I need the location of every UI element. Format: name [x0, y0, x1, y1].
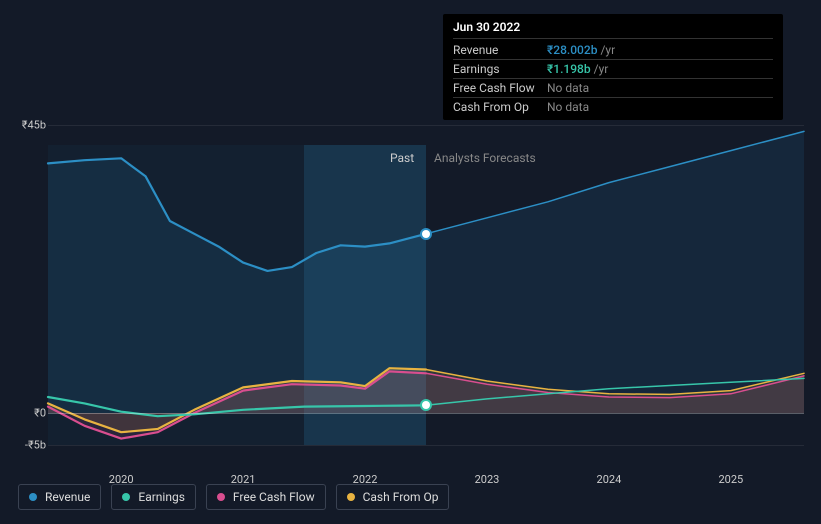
legend-label: Free Cash Flow — [233, 490, 315, 504]
tooltip-date: Jun 30 2022 — [453, 20, 773, 39]
legend-label: Revenue — [45, 490, 90, 504]
plot-area[interactable]: Past Analysts Forecasts 2020202120222023… — [48, 125, 804, 445]
x-tick-label: 2024 — [597, 473, 622, 486]
tooltip-row: Revenue₹28.002b/yr — [453, 41, 773, 60]
legend-swatch — [217, 493, 225, 501]
legend-item-cfo[interactable]: Cash From Op — [336, 484, 450, 510]
y-tick-label: ₹0 — [34, 407, 46, 420]
tooltip-row: Cash From OpNo data — [453, 98, 773, 116]
hover-marker — [422, 230, 430, 238]
y-tick-label: ₹45b — [22, 119, 46, 132]
legend-label: Earnings — [138, 490, 185, 504]
tooltip-row: Free Cash FlowNo data — [453, 79, 773, 98]
x-tick-label: 2025 — [718, 473, 743, 486]
x-tick-label: 2023 — [475, 473, 500, 486]
tooltip-row: Earnings₹1.198b/yr — [453, 60, 773, 79]
tooltip-nodata: No data — [547, 81, 589, 95]
y-axis: ₹45b₹0-₹5b — [18, 125, 48, 445]
legend: Revenue Earnings Free Cash Flow Cash From O… — [18, 484, 449, 510]
tooltip-nodata: No data — [547, 100, 589, 114]
y-tick-label: -₹5b — [25, 439, 46, 452]
chart-lines — [48, 125, 804, 445]
financial-chart: ₹45b₹0-₹5b Past Analysts Forecasts 20202… — [18, 125, 804, 445]
gridline — [48, 445, 804, 446]
tooltip-value: ₹28.002b — [547, 43, 597, 57]
tooltip-metric-label: Cash From Op — [453, 100, 547, 114]
legend-swatch — [122, 493, 130, 501]
tooltip-unit: /yr — [600, 43, 615, 57]
tooltip-metric-label: Earnings — [453, 62, 547, 76]
legend-swatch — [29, 493, 37, 501]
tooltip-metric-label: Free Cash Flow — [453, 81, 547, 95]
hover-tooltip: Jun 30 2022 Revenue₹28.002b/yrEarnings₹1… — [443, 14, 783, 120]
legend-label: Cash From Op — [363, 490, 439, 504]
legend-swatch — [347, 493, 355, 501]
legend-item-revenue[interactable]: Revenue — [18, 484, 101, 510]
gridline — [48, 125, 804, 126]
legend-item-earnings[interactable]: Earnings — [111, 484, 196, 510]
tooltip-unit: /yr — [594, 62, 609, 76]
gridline — [48, 413, 804, 414]
legend-item-fcf[interactable]: Free Cash Flow — [206, 484, 326, 510]
tooltip-value: ₹1.198b — [547, 62, 591, 76]
hover-marker — [422, 401, 430, 409]
tooltip-metric-label: Revenue — [453, 43, 547, 57]
